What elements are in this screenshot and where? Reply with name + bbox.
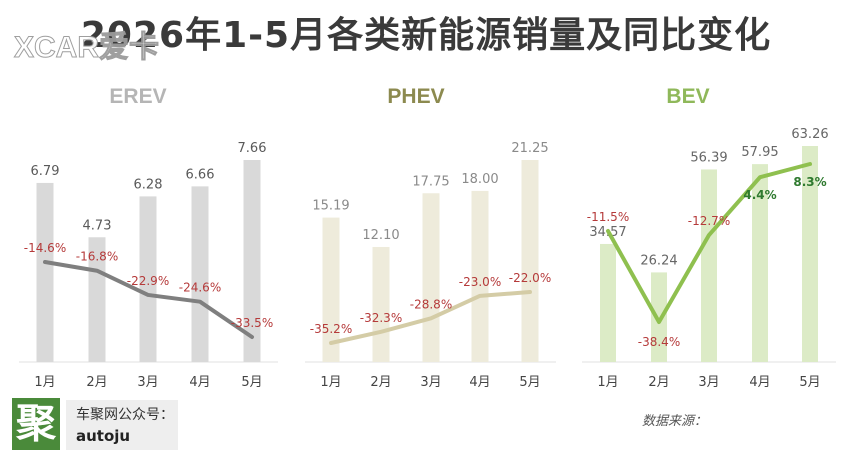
pct-data-label: -14.6%: [24, 241, 66, 255]
bar-value-label: 57.95: [741, 145, 778, 160]
x-tick-label: 3月: [420, 375, 441, 390]
brand-panel: [66, 400, 178, 450]
bar: [422, 193, 440, 362]
bar: [521, 160, 539, 362]
x-tick-label: 4月: [189, 375, 210, 390]
x-tick-label: 2月: [648, 375, 669, 390]
x-tick-label: 2月: [370, 375, 391, 390]
pct-data-label: -38.4%: [638, 335, 680, 349]
pct-data-label: -35.2%: [310, 322, 352, 336]
pct-data-label: 4.4%: [743, 188, 776, 202]
bar: [752, 164, 768, 362]
bar-value-label: 21.25: [511, 141, 548, 156]
bar: [191, 186, 209, 362]
x-tick-label: 3月: [698, 375, 719, 390]
bar: [651, 272, 667, 362]
bar-value-label: 12.10: [362, 228, 399, 243]
bar-value-label: 4.73: [83, 218, 112, 233]
x-tick-label: 1月: [320, 375, 341, 390]
brand-line2: autoju: [76, 427, 131, 445]
bar: [372, 246, 390, 362]
brand-line1: 车聚网公众号：: [76, 407, 174, 423]
pct-data-label: -23.0%: [459, 275, 501, 289]
x-tick-label: 5月: [241, 375, 262, 390]
bar: [471, 190, 489, 362]
series-line: [606, 162, 812, 324]
bar-value-label: 6.28: [134, 177, 163, 192]
x-tick-label: 4月: [469, 375, 490, 390]
x-tick-label: 5月: [519, 375, 540, 390]
pct-data-label: -22.9%: [127, 274, 169, 288]
watermark-logo: XCAR爱卡: [13, 31, 160, 65]
pct-data-label: 8.3%: [793, 175, 826, 189]
bar: [139, 196, 157, 362]
bar: [36, 182, 54, 362]
bar-value-label: 56.39: [690, 150, 727, 165]
bar: [322, 217, 340, 362]
pct-data-label: -16.8%: [76, 250, 118, 264]
x-tick-label: 1月: [597, 375, 618, 390]
series-line: [329, 290, 532, 345]
bar-value-label: 7.66: [238, 141, 267, 156]
x-tick-label: 2月: [86, 375, 107, 390]
pct-data-label: -11.5%: [587, 210, 629, 224]
x-tick-label: 3月: [137, 375, 158, 390]
pct-data-label: -28.8%: [410, 297, 452, 311]
panel-title: BEV: [666, 85, 709, 108]
bar-value-label: 18.00: [461, 172, 498, 187]
page-title: 2026年1-5月各类新能源销量及同比变化: [80, 15, 772, 56]
x-tick-label: 4月: [749, 375, 770, 390]
source-label: 数据来源：: [642, 414, 708, 429]
bar-value-label: 63.26: [791, 127, 828, 142]
panel-title: PHEV: [387, 85, 444, 108]
x-tick-label: 1月: [34, 375, 55, 390]
brand-logo: 聚: [12, 398, 60, 450]
bar: [243, 160, 261, 362]
pct-data-label: -32.3%: [360, 311, 402, 325]
series-line: [43, 260, 254, 339]
bar-value-label: 15.19: [312, 199, 349, 214]
pct-data-label: -22.0%: [509, 271, 551, 285]
bar-value-label: 6.79: [31, 164, 60, 179]
bar: [600, 243, 616, 362]
x-tick-label: 5月: [799, 375, 820, 390]
bar: [802, 146, 818, 362]
bar-value-label: 6.66: [186, 167, 215, 182]
bar-value-label: 17.75: [412, 174, 449, 189]
pct-data-label: -24.6%: [179, 281, 221, 295]
bar-value-label: 26.24: [640, 253, 677, 268]
pct-data-label: -33.5%: [231, 316, 273, 330]
panel-title: EREV: [109, 85, 166, 108]
pct-data-label: -12.7%: [688, 214, 730, 228]
bar: [701, 169, 717, 362]
